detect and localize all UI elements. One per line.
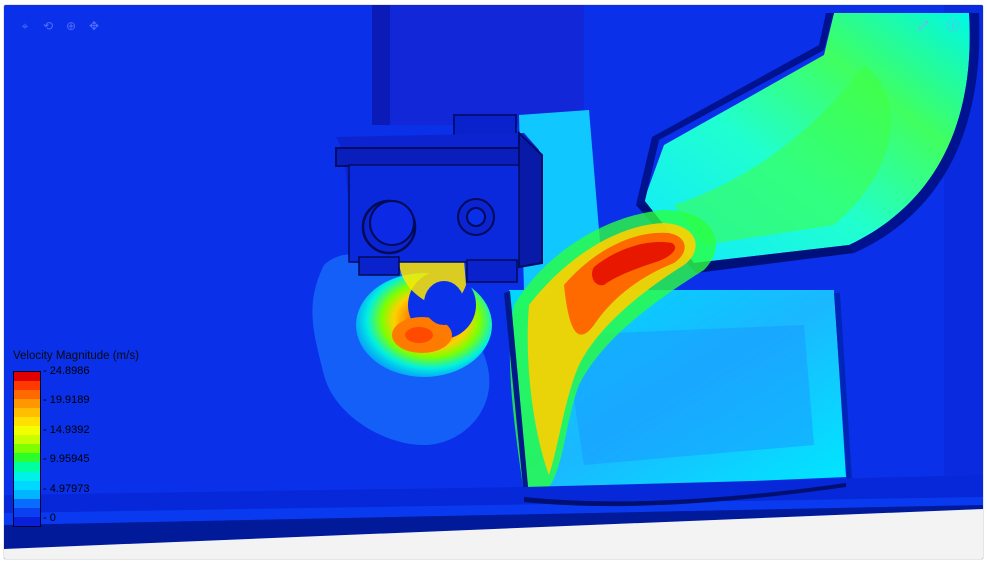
colorbar-swatch: [14, 372, 40, 382]
legend-label: 19.9189: [43, 394, 90, 406]
legend-label: 9.95945: [43, 453, 90, 465]
legend-label: 4.97973: [43, 483, 90, 495]
legend-title: Velocity Magnitude (m/s): [13, 350, 139, 362]
corner-controls: ⤢ ⓘ: [915, 19, 961, 35]
expand-icon[interactable]: ⤢: [917, 19, 929, 34]
colorbar-swatch: [14, 489, 40, 499]
zoom-icon[interactable]: ⊕: [65, 19, 77, 33]
colorbar-swatch: [14, 417, 40, 427]
legend-label-max: 24.8986: [43, 365, 90, 377]
colorbar-swatch: [14, 408, 40, 418]
colorbar-swatch: [14, 516, 40, 526]
colorbar-swatch: [14, 480, 40, 490]
colorbar-swatch: [14, 471, 40, 481]
info-icon[interactable]: ⓘ: [946, 19, 960, 34]
colorbar-swatch: [14, 498, 40, 508]
colorbar-swatch: [14, 426, 40, 436]
viewer-toolbar: ⌖ ⟲ ⊕ ✥: [18, 19, 101, 33]
colorbar-swatch: [14, 399, 40, 409]
legend-label-min: 0: [43, 512, 56, 524]
cursor-icon[interactable]: ⌖: [21, 19, 29, 33]
colorbar-swatch: [14, 462, 40, 472]
rotate-icon[interactable]: ⟲: [42, 19, 54, 33]
pan-icon[interactable]: ✥: [88, 19, 100, 33]
colorbar-swatch: [14, 381, 40, 391]
colorbar-swatch: [14, 435, 40, 445]
colorbar-swatch: [14, 507, 40, 517]
color-legend: Velocity Magnitude (m/s) 24.8986 19.9189…: [13, 350, 139, 527]
legend-colorbar: [13, 371, 41, 527]
colorbar-swatch: [14, 390, 40, 400]
colorbar-swatch: [14, 444, 40, 454]
legend-labels: 24.8986 19.9189 14.9392 9.95945 4.97973 …: [43, 365, 133, 525]
colorbar-swatch: [14, 453, 40, 463]
legend-label: 14.9392: [43, 424, 90, 436]
simulation-render[interactable]: [4, 5, 983, 559]
3d-viewport[interactable]: ⌖ ⟲ ⊕ ✥ ⤢ ⓘ Velocity Magnitude (m/s) 24.…: [4, 5, 983, 559]
